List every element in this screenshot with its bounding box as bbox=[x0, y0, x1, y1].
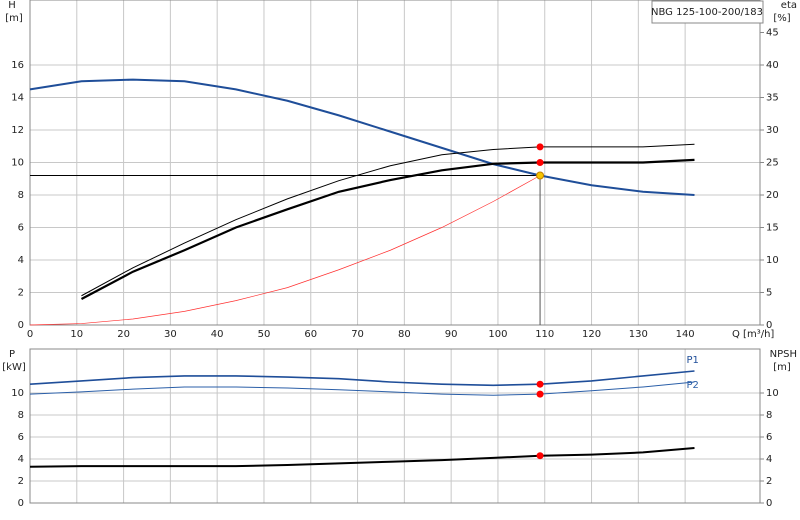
y2-axis-unit: [m] bbox=[773, 362, 791, 373]
x-tick-label: 60 bbox=[304, 329, 317, 340]
marker bbox=[536, 143, 544, 151]
annotation-box bbox=[651, 0, 764, 24]
x-tick-label: 80 bbox=[398, 329, 411, 340]
series-line bbox=[29, 175, 541, 326]
y-tick-label: 4 bbox=[18, 255, 24, 266]
x-tick-label: 40 bbox=[211, 329, 224, 340]
marker bbox=[536, 159, 544, 166]
x-tick-label: 70 bbox=[351, 329, 364, 340]
series-label: P1 bbox=[686, 355, 698, 366]
y2-tick-label: 15 bbox=[766, 223, 779, 234]
y2-tick-label: 0 bbox=[766, 320, 772, 331]
y-tick-label: 6 bbox=[18, 432, 24, 443]
y2-tick-label: 25 bbox=[766, 158, 779, 169]
y-tick-label: 4 bbox=[18, 454, 24, 465]
y2-axis-label: eta bbox=[781, 0, 797, 11]
y-tick-label: 8 bbox=[18, 410, 24, 421]
plot-frame bbox=[29, 0, 761, 326]
y-tick-label: 6 bbox=[18, 223, 24, 234]
x-tick-label: 110 bbox=[535, 329, 554, 340]
y2-tick-label: 5 bbox=[766, 288, 772, 299]
series-label: P2 bbox=[686, 380, 698, 391]
y2-tick-label: 40 bbox=[766, 60, 779, 71]
y-axis-label: H bbox=[8, 0, 16, 11]
x-tick-label: 20 bbox=[117, 329, 130, 340]
marker bbox=[536, 380, 544, 388]
series-line bbox=[29, 381, 695, 396]
x-tick-label: 90 bbox=[445, 329, 458, 340]
series-line bbox=[29, 78, 695, 196]
y-tick-label: 10 bbox=[11, 158, 24, 169]
x-tick-label: 100 bbox=[488, 329, 507, 340]
y2-tick-label: 8 bbox=[766, 410, 772, 421]
y-axis-unit: [m] bbox=[5, 13, 23, 24]
x-tick-label: 50 bbox=[258, 329, 271, 340]
x-tick-label: 0 bbox=[27, 329, 33, 340]
x-tick-label: 30 bbox=[164, 329, 177, 340]
y-tick-label: 10 bbox=[11, 388, 24, 399]
y-axis-label: P bbox=[9, 349, 15, 360]
y-tick-label: 16 bbox=[11, 60, 24, 71]
x-axis-label: Q [m³/h] bbox=[732, 329, 774, 340]
marker bbox=[536, 390, 544, 398]
plot-frame bbox=[29, 348, 761, 504]
y2-tick-label: 10 bbox=[766, 255, 779, 266]
y-tick-label: 8 bbox=[18, 190, 24, 201]
y2-tick-label: 10 bbox=[766, 388, 779, 399]
series-line bbox=[29, 447, 695, 468]
y2-tick-label: 20 bbox=[766, 190, 779, 201]
series-line bbox=[80, 158, 695, 300]
x-tick-label: 10 bbox=[70, 329, 83, 340]
x-tick-label: 140 bbox=[676, 329, 695, 340]
y2-axis-unit: [%] bbox=[773, 13, 790, 24]
series-line bbox=[81, 143, 695, 297]
series-line bbox=[29, 370, 695, 387]
x-tick-label: 130 bbox=[629, 329, 648, 340]
y2-tick-label: 6 bbox=[766, 432, 772, 443]
y-tick-label: 2 bbox=[18, 288, 24, 299]
y-tick-label: 2 bbox=[18, 476, 24, 487]
y2-tick-label: 0 bbox=[766, 498, 772, 509]
y2-tick-label: 45 bbox=[766, 28, 779, 39]
annotation: NBG 125-100-200/183 bbox=[651, 7, 763, 18]
y2-tick-label: 35 bbox=[766, 93, 779, 104]
y2-tick-label: 4 bbox=[766, 454, 772, 465]
y2-tick-label: 30 bbox=[766, 125, 779, 136]
marker bbox=[536, 171, 545, 180]
y-tick-label: 0 bbox=[18, 498, 24, 509]
y-axis-unit: [kW] bbox=[2, 362, 26, 373]
y2-tick-label: 2 bbox=[766, 476, 772, 487]
y-tick-label: 14 bbox=[11, 93, 24, 104]
marker bbox=[536, 452, 544, 460]
y-tick-label: 0 bbox=[18, 320, 24, 331]
y2-axis-label: NPSH bbox=[770, 349, 797, 360]
x-tick-label: 120 bbox=[582, 329, 601, 340]
y-tick-label: 12 bbox=[11, 125, 24, 136]
